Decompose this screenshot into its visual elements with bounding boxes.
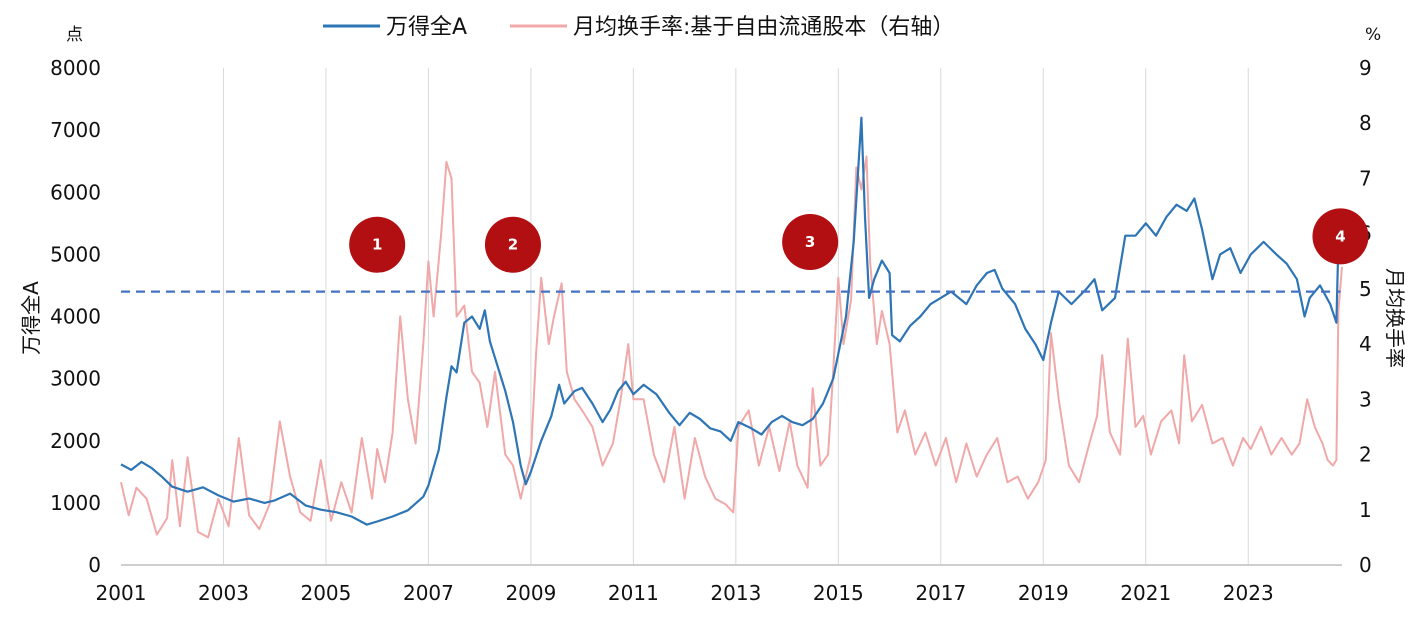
left-y-tick-label: 6000	[50, 180, 101, 204]
annotation-marker	[782, 213, 839, 270]
right-axis-title: 月均换手率	[1383, 268, 1407, 368]
left-y-tick-label: 5000	[50, 242, 101, 266]
left-y-tick-label: 7000	[50, 118, 101, 142]
right-y-tick-label: 4	[1359, 332, 1372, 356]
annotation-marker-label: 2	[508, 236, 518, 254]
x-tick-label: 2021	[1120, 581, 1171, 605]
annotation-marker-label: 4	[1335, 227, 1345, 245]
annotation-marker	[349, 216, 406, 273]
series-layer	[120, 116, 1343, 539]
right-y-axis: 0123456789	[1359, 56, 1372, 577]
x-tick-label: 2015	[813, 581, 864, 605]
right-y-tick-label: 3	[1359, 387, 1372, 411]
left-y-axis: 0 1000 2000 3000 4000 5000 6000 7000 8000	[50, 56, 101, 577]
right-y-tick-label: 1	[1359, 498, 1372, 522]
x-tick-label: 2003	[198, 581, 249, 605]
legend-label-series-1: 万得全A	[386, 15, 467, 40]
left-y-tick-label: 2000	[50, 429, 101, 453]
annotation-markers: 1 2 3 4	[349, 208, 1369, 273]
legend: 万得全A 月均换手率:基于自由流通股本（右轴）	[323, 15, 954, 40]
right-y-tick-label: 2	[1359, 443, 1372, 467]
right-y-tick-label: 9	[1359, 56, 1372, 80]
annotation-marker-label: 3	[805, 233, 815, 251]
left-y-tick-label: 0	[88, 553, 101, 577]
x-tick-label: 2011	[608, 581, 659, 605]
left-axis-unit: 点	[66, 25, 83, 45]
right-y-tick-label: 5	[1359, 277, 1372, 301]
right-y-tick-label: 7	[1359, 166, 1372, 190]
x-tick-label: 2019	[1018, 581, 1069, 605]
series-line-turnover	[120, 155, 1343, 539]
right-axis-unit: %	[1365, 25, 1381, 45]
x-axis: 2001 2003 2005 2007 2009 2011 2013 2015 2017 2019…	[96, 581, 1274, 605]
left-axis-title: 万得全A	[19, 281, 43, 355]
x-tick-label: 2009	[505, 581, 556, 605]
annotation-marker-label: 1	[372, 236, 382, 254]
x-tick-label: 2001	[96, 581, 147, 605]
left-y-tick-label: 4000	[50, 305, 101, 329]
x-tick-label: 2013	[710, 581, 761, 605]
x-tick-label: 2007	[403, 581, 454, 605]
right-y-tick-label: 8	[1359, 111, 1372, 135]
x-tick-label: 2023	[1223, 581, 1274, 605]
left-y-tick-label: 8000	[50, 56, 101, 80]
legend-label-series-2: 月均换手率:基于自由流通股本（右轴）	[573, 15, 954, 40]
annotation-marker	[1312, 208, 1369, 265]
x-tick-label: 2017	[915, 581, 966, 605]
right-y-tick-label: 0	[1359, 553, 1372, 577]
annotation-marker	[484, 216, 541, 273]
left-y-tick-label: 1000	[50, 491, 101, 515]
series-line-index	[120, 116, 1343, 526]
grid-lines	[222, 68, 1249, 565]
x-tick-label: 2005	[300, 581, 351, 605]
left-y-tick-label: 3000	[50, 367, 101, 391]
